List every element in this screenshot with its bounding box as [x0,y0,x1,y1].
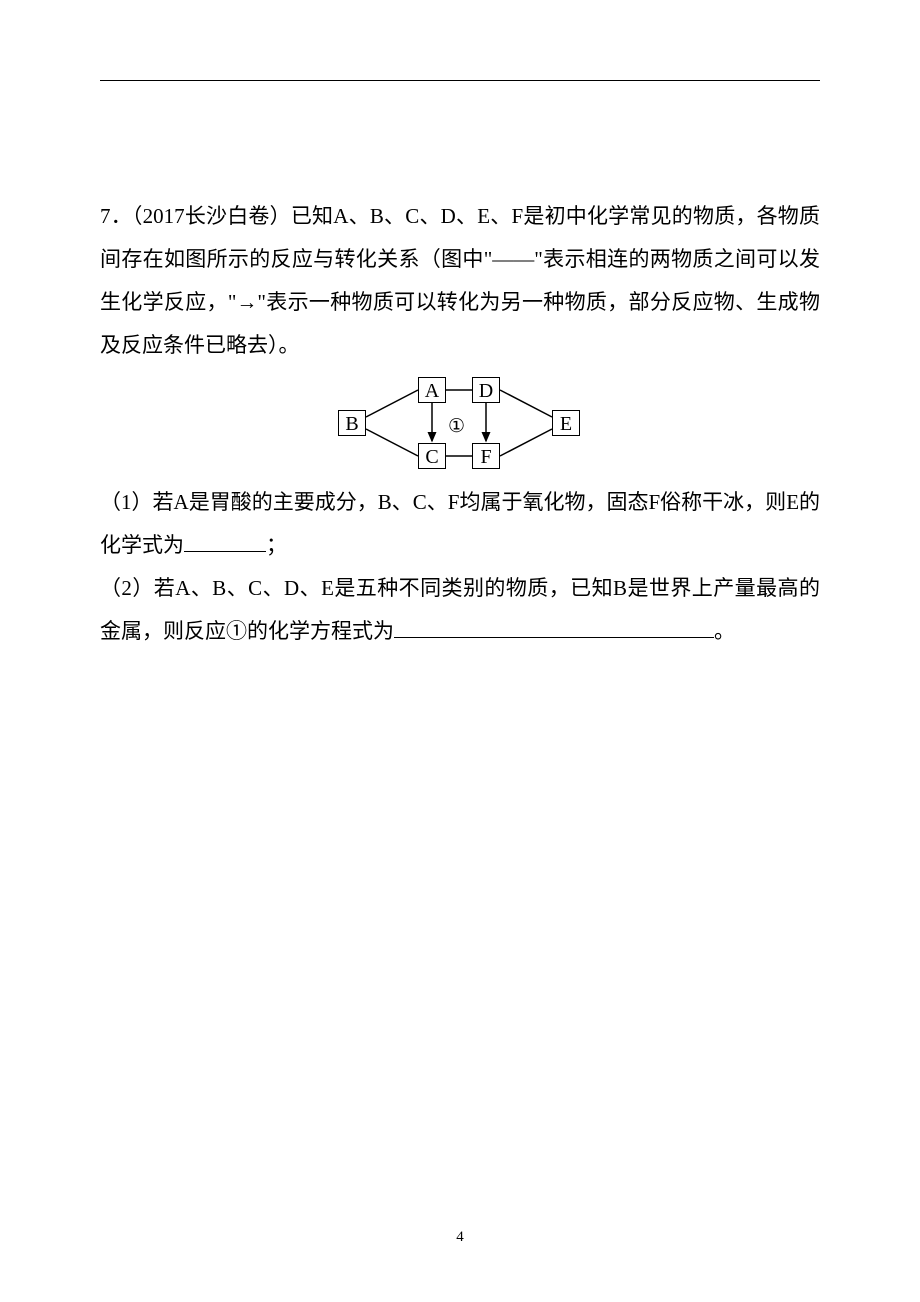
blank-1 [184,529,266,552]
page-content: 7．（2017长沙白卷）已知A、B、C、D、E、F是初中化学常见的物质，各物质间… [0,0,920,653]
reaction-diagram: A D B E C F ① [320,373,600,475]
sub1-mid3: 俗称干冰，则 [660,490,786,514]
sub2-letter-b: B [613,576,627,600]
sub1-semi: ； [266,533,287,557]
node-a: A [418,377,446,403]
sub2-mid1: 是五种不同类别的物质，已知 [334,576,613,600]
stem-prefix: 7．（2017长沙白卷）已知 [100,204,333,228]
letters-abcdef: A、B、C、D、E、F [333,204,523,228]
sub2-abcde: A、B、C、D、E [175,576,334,600]
node-d: D [472,377,500,403]
sub1-prefix: （1）若 [100,490,174,514]
sub2-period: 。 [714,619,735,643]
sub-question-2: （2）若A、B、C、D、E是五种不同类别的物质，已知B是世界上产量最高的金属，则… [100,567,820,653]
header-rule [100,80,820,81]
node-b: B [338,410,366,436]
sub1-letter-a: A [174,490,189,514]
node-e: E [552,410,580,436]
sub1-letter-f: F [648,490,660,514]
diagram-container: A D B E C F ① [100,373,820,475]
sub1-mid1: 是胃酸的主要成分， [189,490,378,514]
sub2-prefix: （2）若 [100,576,175,600]
label-circled-1: ① [448,408,465,447]
blank-2 [394,615,714,638]
sub1-bcf: B、C、F [378,490,460,514]
node-c: C [418,443,446,469]
page-number: 4 [0,1229,920,1246]
sub1-letter-e: E [786,490,799,514]
sub-question-1: （1）若A是胃酸的主要成分，B、C、F均属于氧化物，固态F俗称干冰，则E的化学式… [100,481,820,567]
sub1-mid2: 均属于氧化物，固态 [459,490,648,514]
question-stem: 7．（2017长沙白卷）已知A、B、C、D、E、F是初中化学常见的物质，各物质间… [100,195,820,367]
node-f: F [472,443,500,469]
